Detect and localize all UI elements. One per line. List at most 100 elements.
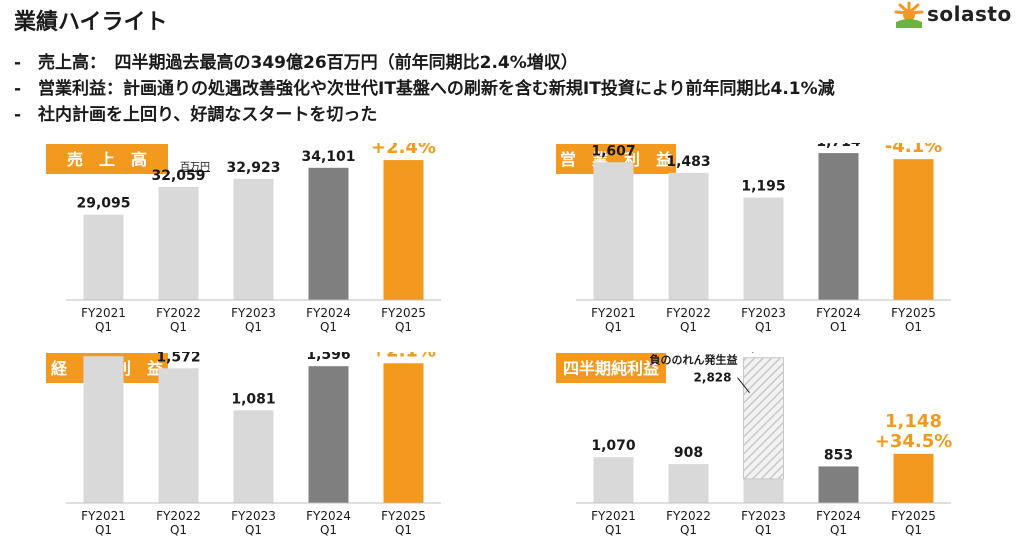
change-label: +2.1% — [371, 352, 436, 361]
tick-label: FY2022 — [666, 509, 711, 523]
tick-label: FY2022 — [666, 306, 711, 320]
tick-label: O1 — [905, 320, 922, 334]
data-label: 3,390 — [741, 352, 786, 355]
bar — [743, 478, 784, 503]
data-label: 32,059 — [151, 168, 205, 184]
highlight-bullets: - 売上高： 四半期過去最高の349億26百万円（前年同期比2.4%増収） - 営業… — [14, 50, 835, 128]
chart-title-box — [46, 144, 168, 174]
sales-chart: 売 上 高百万円29,095FY2021Q132,059FY2022Q132,9… — [46, 143, 441, 334]
data-label: 1,483 — [666, 154, 710, 170]
tick-label: FY2022 — [156, 306, 201, 320]
tick-label: Q1 — [755, 523, 772, 537]
chart-title-box — [556, 353, 666, 383]
bar-hatched-segment — [743, 357, 784, 480]
bar — [668, 464, 709, 503]
bullet-item: - 社内計画を上回り、好調なスタートを切った — [14, 105, 378, 125]
bar — [83, 356, 124, 503]
tick-label: Q1 — [605, 523, 622, 537]
bar — [593, 457, 634, 503]
tick-label: FY2023 — [231, 306, 276, 320]
tick-label: FY2025 — [381, 509, 426, 523]
bullet-item: - 営業利益：計画通りの処遇改善強化や次世代IT基盤への刷新を含む新規IT投資によ… — [14, 79, 835, 99]
page-title: 業績ハイライト — [14, 10, 168, 35]
annotation-leader — [737, 377, 750, 394]
tick-label: FY2021 — [81, 509, 126, 523]
data-label: 29,095 — [76, 196, 130, 212]
tick-label: Q1 — [170, 320, 187, 334]
net-income-chart: 四半期純利益1,070FY2021Q1908FY2022Q1負ののれん発生益2,… — [556, 352, 953, 537]
change-label: +2.4% — [371, 143, 436, 158]
tick-label: FY2023 — [741, 306, 786, 320]
tick-label: FY2024 — [306, 306, 351, 320]
chart-title: 営 業 利 益 — [560, 150, 672, 169]
data-label: 1,714 — [816, 143, 861, 150]
change-label: -4.1% — [885, 143, 942, 157]
tick-label: Q1 — [680, 523, 697, 537]
unit-label: 百万円 — [180, 161, 210, 173]
data-label: 908 — [674, 445, 703, 461]
data-label: 1,572 — [156, 352, 200, 365]
tick-label: FY2021 — [591, 306, 636, 320]
bar — [158, 368, 199, 503]
company-logo: solasto — [893, 0, 1018, 32]
bullet-item: - 売上高： 四半期過去最高の349億26百万円（前年同期比2.4%増収） — [14, 53, 578, 73]
tick-label: Q1 — [905, 523, 922, 537]
tick-label: FY2022 — [156, 509, 201, 523]
tick-label: FY2025 — [381, 306, 426, 320]
data-label: 1,607 — [591, 143, 635, 159]
tick-label: Q1 — [755, 320, 772, 334]
tick-label: FY2024 — [306, 509, 351, 523]
data-label: 1,070 — [591, 438, 636, 454]
bar — [233, 410, 274, 503]
tick-label: Q1 — [170, 523, 187, 537]
tick-label: FY2021 — [591, 509, 636, 523]
tick-label: FY2024 — [816, 306, 861, 320]
tick-label: Q1 — [680, 320, 697, 334]
tick-label: Q1 — [95, 320, 112, 334]
tick-label: Q1 — [245, 523, 262, 537]
tick-label: FY2023 — [231, 509, 276, 523]
tick-label: Q1 — [320, 320, 337, 334]
bar — [308, 366, 349, 503]
tick-label: Q1 — [605, 320, 622, 334]
logo-text: solasto — [927, 2, 1012, 26]
bar — [893, 453, 934, 503]
bar — [383, 363, 424, 503]
data-label: 853 — [824, 447, 853, 463]
data-label: 1,712 — [81, 352, 125, 353]
annotation-label: 負ののれん発生益 — [650, 353, 738, 367]
bar — [308, 167, 349, 300]
operating-profit-chart: 営 業 利 益1,607FY2021Q11,483FY2022Q11,195FY… — [556, 143, 951, 334]
bar — [593, 162, 634, 300]
tick-label: Q1 — [395, 320, 412, 334]
tick-label: O1 — [830, 320, 847, 334]
data-label: 1,148 — [885, 411, 942, 432]
tick-label: Q1 — [95, 523, 112, 537]
bar — [83, 214, 124, 300]
bar — [818, 153, 859, 300]
data-label: 32,923 — [226, 160, 280, 176]
ordinary-profit-chart: 経 常 利 益1,712FY2021Q11,572FY2022Q11,081FY… — [46, 352, 441, 537]
bar — [668, 172, 709, 300]
tick-label: Q1 — [395, 523, 412, 537]
tick-label: FY2025 — [891, 306, 936, 320]
tick-label: FY2023 — [741, 509, 786, 523]
tick-label: Q1 — [320, 523, 337, 537]
tick-label: FY2025 — [891, 509, 936, 523]
tick-label: Q1 — [830, 523, 847, 537]
bar — [383, 160, 424, 300]
bar — [893, 159, 934, 300]
chart-title: 四半期純利益 — [563, 359, 659, 378]
tick-label: FY2024 — [816, 509, 861, 523]
bar — [743, 197, 784, 300]
bar — [158, 186, 199, 300]
data-label: 34,101 — [301, 149, 355, 165]
bar — [818, 466, 859, 503]
tick-label: Q1 — [245, 320, 262, 334]
chart-title: 売 上 高 — [67, 150, 147, 169]
change-label: +34.5% — [875, 431, 953, 452]
bar — [233, 178, 274, 300]
annotation-value: 2,828 — [694, 371, 732, 385]
data-label: 1,081 — [231, 391, 275, 407]
sun-icon — [894, 1, 924, 28]
